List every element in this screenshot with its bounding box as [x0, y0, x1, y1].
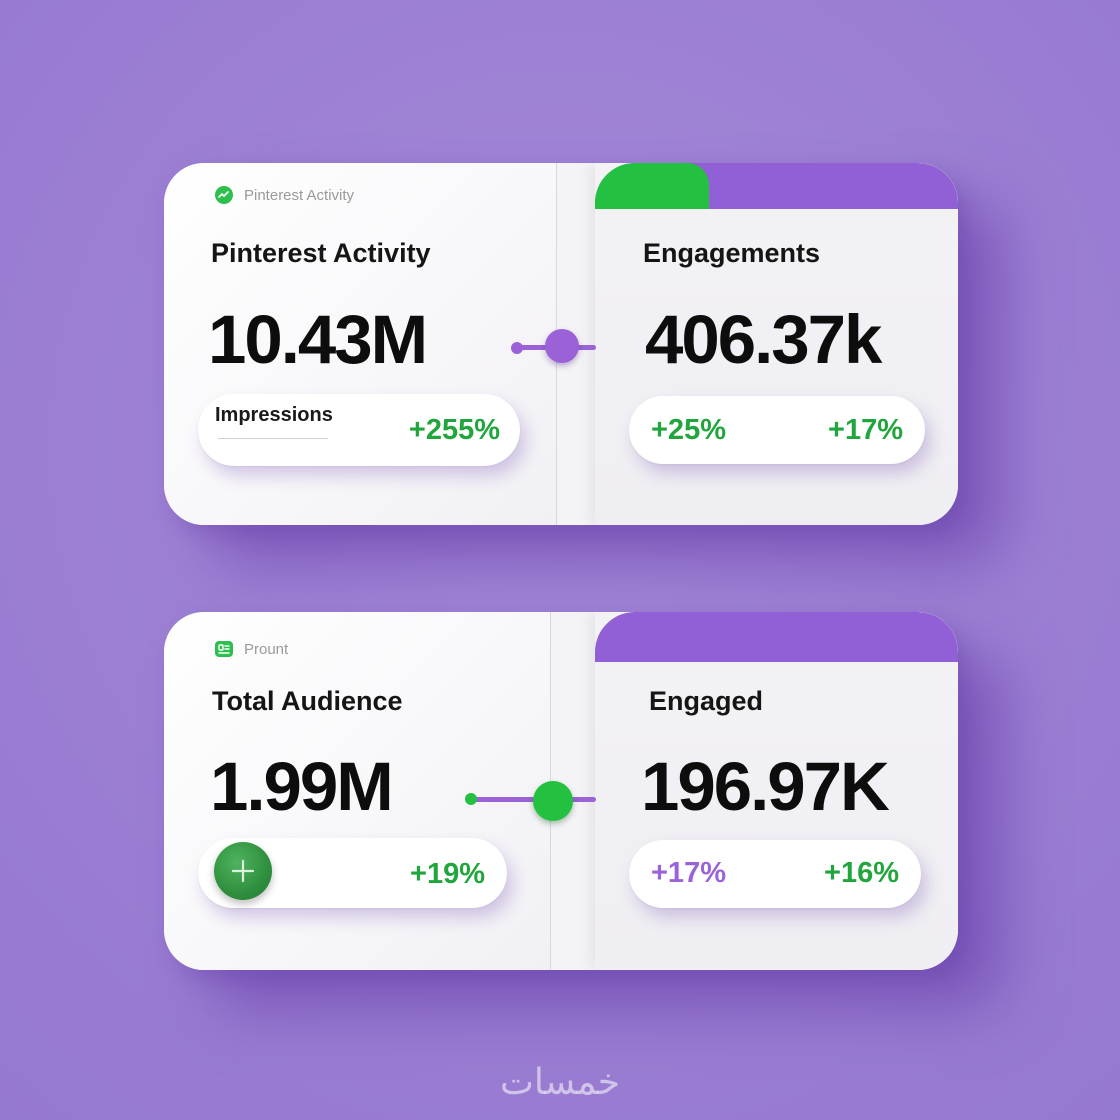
brand-label: Pinterest Activity [244, 186, 355, 204]
account-icon [214, 639, 234, 659]
engagements-title: Engagements [643, 238, 821, 268]
audience-value: 1.99M [210, 748, 394, 825]
engagements-panel: Engagements 406.37k +25% +17% [595, 163, 958, 525]
card-title: Total Audience [212, 686, 403, 716]
link-node-start [465, 793, 477, 805]
impressions-change: +255% [408, 414, 500, 446]
engagements-value: 406.37k [645, 301, 882, 378]
audience-pill[interactable]: +19% [198, 838, 507, 908]
engaged-title: Engaged [649, 686, 764, 716]
brand-row: Prount [214, 639, 288, 659]
engaged-pill[interactable]: +17% +16% [629, 840, 921, 908]
total-audience-panel: Prount Total Audience 1.99M +19% [164, 612, 550, 970]
brand-row: Pinterest Activity [214, 185, 354, 205]
brand-label: Prount [244, 640, 289, 658]
engaged-panel: Engaged 196.97K +17% +16% [595, 612, 958, 970]
card-title: Pinterest Activity [211, 238, 431, 268]
plus-icon[interactable] [214, 842, 272, 900]
impressions-value: 10.43M [208, 301, 428, 378]
pill-divider [218, 438, 328, 439]
pinterest-activity-icon [214, 185, 234, 205]
engaged-value: 196.97K [641, 748, 890, 825]
pinterest-activity-card: Pinterest Activity Pinterest Activity 10… [164, 163, 958, 525]
engaged-change-2: +16% [824, 857, 899, 889]
pinterest-activity-panel: Pinterest Activity Pinterest Activity 10… [164, 163, 556, 525]
engagements-pill[interactable]: +25% +17% [629, 396, 925, 464]
engagements-topbar-accent [595, 163, 709, 209]
engagements-change-1: +25% [651, 414, 726, 446]
engagements-change-2: +17% [828, 414, 903, 446]
engaged-change-1: +17% [651, 857, 726, 889]
impressions-label: Impressions [215, 404, 333, 426]
impressions-pill[interactable]: Impressions +255% [198, 394, 520, 466]
engaged-topbar [595, 612, 958, 662]
link-node-handle[interactable] [545, 329, 579, 363]
audience-change: +19% [410, 858, 485, 890]
watermark-logo: خمسات [499, 1062, 621, 1103]
link-node-start [511, 342, 523, 354]
link-node-handle[interactable] [533, 781, 573, 821]
